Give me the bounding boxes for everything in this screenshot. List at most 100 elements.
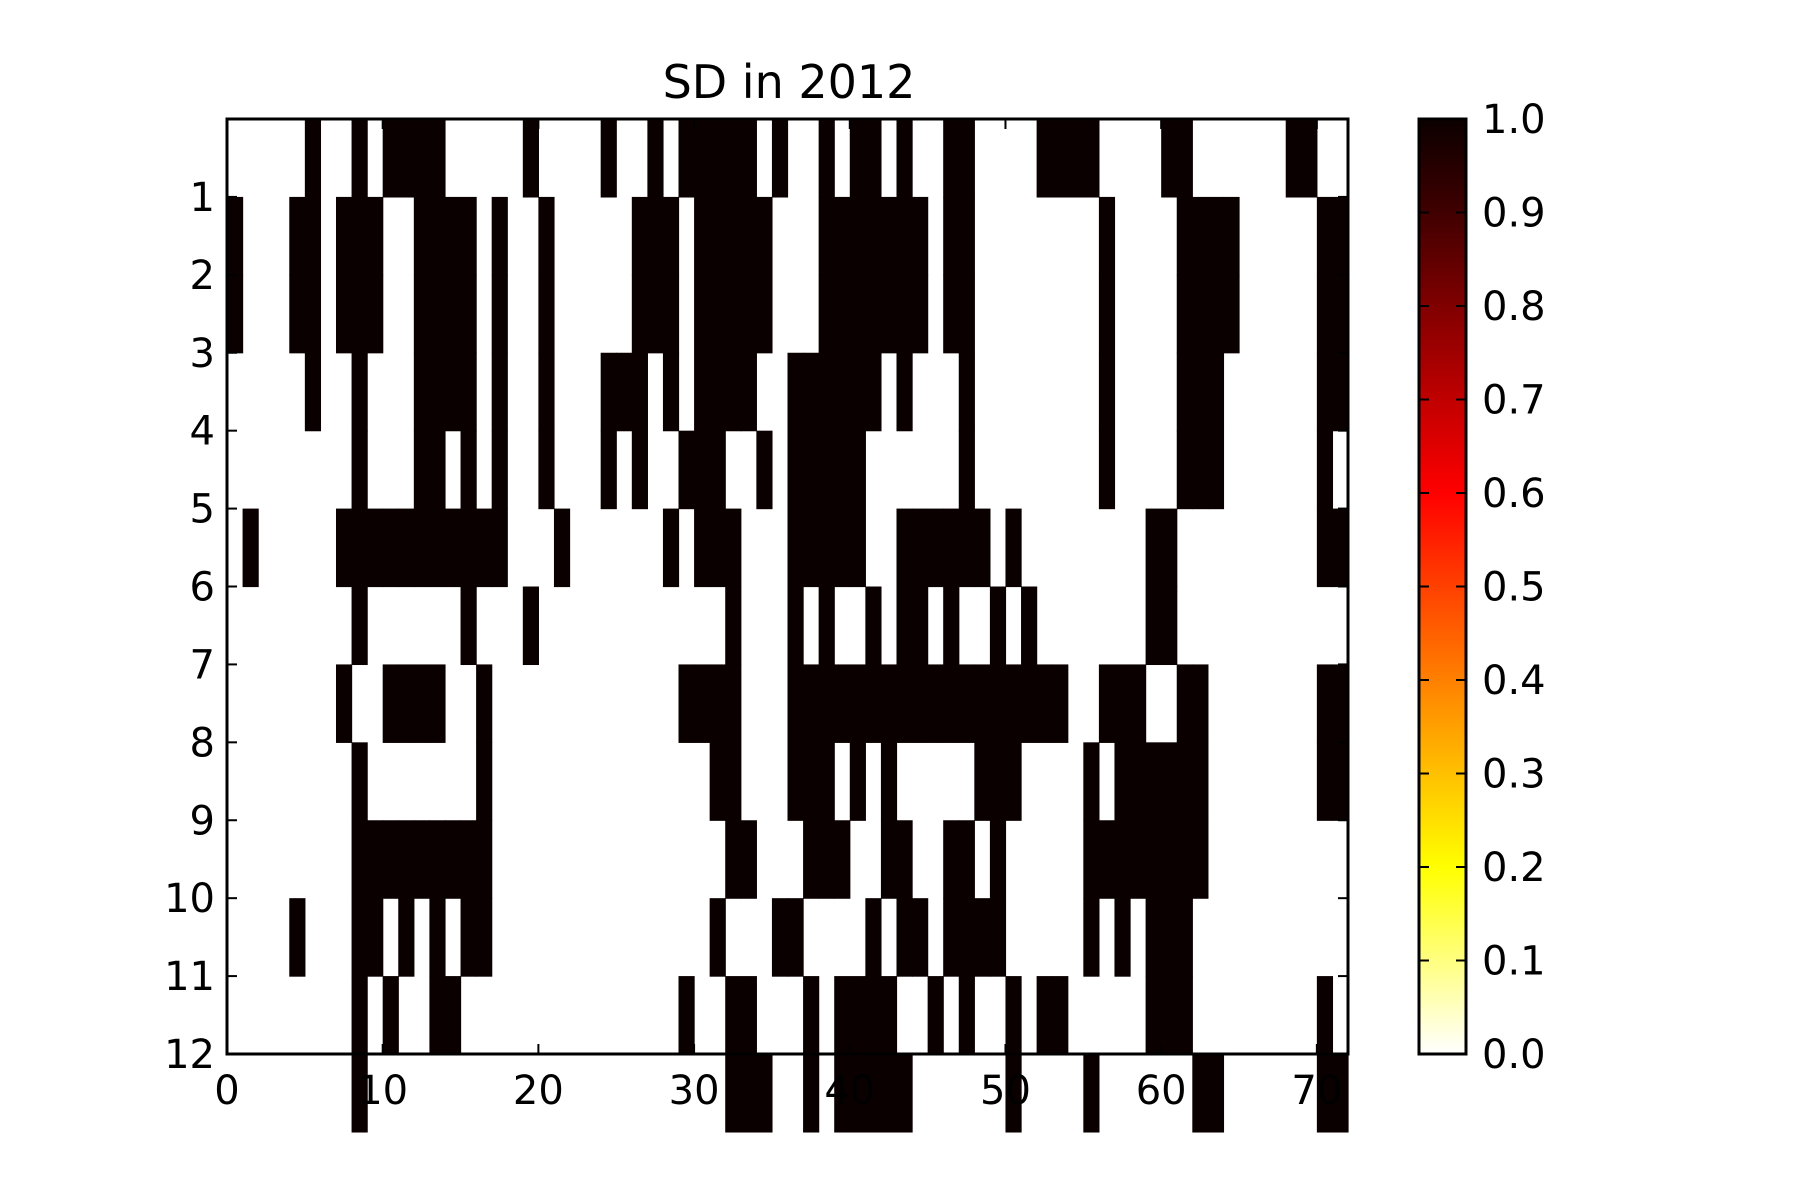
heatmap-cell — [943, 508, 960, 588]
heatmap-cell — [1301, 119, 1318, 198]
heatmap-cell — [678, 119, 695, 198]
heatmap-cell — [740, 274, 757, 354]
heatmap-cell — [912, 586, 929, 666]
colorbar-tick-label: 0.3 — [1482, 752, 1546, 798]
colorbar-tick-label: 0.4 — [1482, 658, 1546, 704]
heatmap-cell — [460, 196, 477, 276]
heatmap-cell — [429, 508, 446, 588]
heatmap-cell — [849, 352, 866, 432]
heatmap-cell — [1145, 586, 1162, 666]
heatmap-cell — [849, 196, 866, 276]
heatmap-cell — [865, 196, 882, 276]
heatmap-cell — [865, 274, 882, 354]
y-tick-label: 7 — [190, 642, 215, 688]
y-tick-label: 3 — [190, 331, 215, 377]
colorbar-tick-label: 0.1 — [1482, 939, 1546, 985]
heatmap-cell — [1114, 742, 1131, 821]
heatmap-cell — [1114, 898, 1131, 977]
heatmap-cell — [1098, 274, 1116, 354]
heatmap-cell — [958, 820, 975, 899]
heatmap-cell — [1207, 1054, 1225, 1133]
heatmap-cell — [662, 508, 680, 588]
heatmap-cell — [725, 664, 742, 743]
heatmap-cell — [367, 898, 384, 977]
heatmap-cell — [444, 352, 462, 432]
heatmap-cell — [662, 196, 680, 276]
colorbar-tick-label: 0.7 — [1482, 378, 1546, 424]
heatmap-cell — [818, 508, 835, 588]
heatmap-cell — [834, 430, 851, 510]
y-tick-label: 1 — [190, 175, 215, 221]
heatmap-cell — [818, 664, 835, 743]
heatmap-cell — [787, 742, 804, 821]
heatmap-cell — [694, 196, 711, 276]
heatmap-cell — [1161, 508, 1178, 588]
heatmap-cell — [771, 898, 789, 977]
heatmap-cell — [849, 508, 866, 588]
heatmap-cell — [429, 196, 446, 276]
heatmap-cell — [912, 898, 929, 977]
heatmap-cell — [1332, 352, 1349, 432]
heatmap-cell — [803, 508, 820, 588]
heatmap-cell — [958, 508, 975, 588]
heatmap-cell — [522, 119, 539, 198]
heatmap-cell — [1192, 820, 1209, 899]
heatmap-cell — [989, 664, 1007, 743]
heatmap-cell — [958, 898, 975, 977]
heatmap-cell — [1192, 274, 1209, 354]
heatmap-cell — [818, 196, 835, 276]
heatmap-cell — [709, 430, 726, 510]
heatmap-cell — [522, 586, 539, 666]
heatmap-cell — [787, 586, 804, 666]
heatmap-cell — [1145, 742, 1162, 821]
heatmap-cell — [958, 664, 975, 743]
heatmap-cell — [1161, 898, 1178, 977]
heatmap-cell — [444, 820, 462, 899]
heatmap-cell — [740, 352, 757, 432]
heatmap-cell — [678, 976, 695, 1055]
heatmap-cell — [1098, 430, 1116, 510]
x-tick-label: 10 — [357, 1068, 408, 1114]
heatmap-cell — [662, 274, 680, 354]
heatmap-cell — [1192, 352, 1209, 432]
heatmap-cell — [1161, 820, 1178, 899]
heatmap-cell — [865, 976, 882, 1055]
heatmap-cell — [849, 976, 866, 1055]
heatmap-cell — [1332, 196, 1349, 276]
heatmap-cell — [429, 664, 446, 743]
heatmap-cell — [849, 742, 866, 821]
heatmap-cell — [351, 352, 368, 432]
heatmap-cell — [834, 1054, 851, 1133]
heatmap-cell — [1145, 820, 1162, 899]
heatmap-cell — [912, 508, 929, 588]
heatmap-cell — [1021, 586, 1038, 666]
heatmap-cell — [444, 196, 462, 276]
heatmap-cell — [538, 430, 555, 510]
heatmap-cell — [912, 274, 929, 354]
heatmap-cell — [818, 586, 835, 666]
heatmap-cell — [927, 976, 944, 1055]
heatmap-cell — [382, 119, 399, 198]
heatmap-cell — [335, 274, 353, 354]
heatmap-cell — [709, 508, 726, 588]
heatmap-cell — [1145, 508, 1162, 588]
heatmap-cell — [538, 196, 555, 276]
heatmap-cell — [1114, 664, 1131, 743]
heatmap-cell — [429, 274, 446, 354]
heatmap-cell — [974, 508, 991, 588]
heatmap-cell — [429, 352, 446, 432]
colorbar-tick-label: 0.2 — [1482, 845, 1546, 891]
heatmap-cell — [1192, 196, 1209, 276]
heatmap-cell — [460, 508, 477, 588]
heatmap-cell — [1005, 1054, 1022, 1133]
heatmap-cell — [429, 976, 446, 1055]
x-tick-label: 70 — [1291, 1068, 1342, 1114]
heatmap-cell — [694, 664, 711, 743]
heatmap-cell — [896, 508, 913, 588]
heatmap-cell — [444, 976, 462, 1055]
heatmap-cell — [476, 742, 493, 821]
heatmap-cell — [351, 430, 368, 510]
heatmap-cell — [647, 196, 664, 276]
heatmap-cell — [1176, 976, 1193, 1055]
